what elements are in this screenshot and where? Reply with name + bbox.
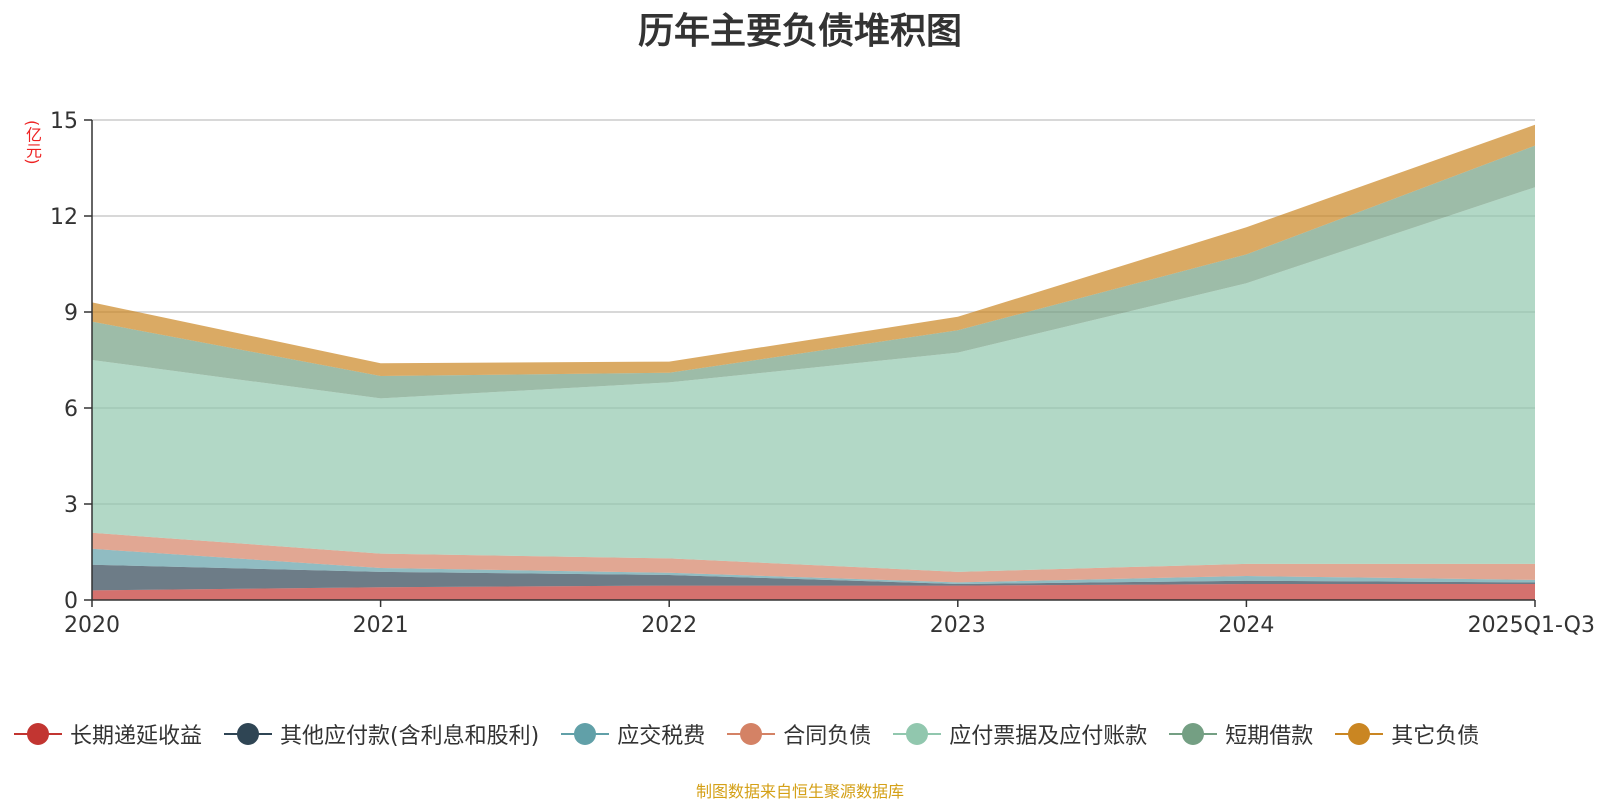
legend-item[interactable]: 合同负债 [727, 718, 871, 750]
x-tick-label: 2022 [641, 613, 697, 638]
axes [84, 119, 1536, 607]
legend-label: 其它负债 [1391, 724, 1480, 749]
x-tick-label: 2021 [353, 613, 409, 638]
series-area-2 [92, 548, 1535, 584]
series-area-1 [92, 564, 1535, 591]
legend-marker-icon [14, 723, 62, 745]
x-tick-label: 2023 [930, 613, 986, 638]
series-area-4 [92, 187, 1535, 572]
x-tick-label: 2020 [64, 613, 120, 638]
stacked-areas [92, 124, 1535, 600]
legend-label: 应付票据及应付账款 [949, 724, 1148, 749]
legend-label: 合同负债 [783, 724, 872, 749]
y-tick-label: 3 [64, 493, 78, 518]
legend-item[interactable]: 其它负债 [1335, 718, 1479, 750]
x-tick-labels: 2020 2021 2022 2023 2024 2025Q1-Q3 [64, 613, 1595, 638]
y-axis-unit: (亿元) [23, 120, 42, 165]
legend-item[interactable]: 应交税费 [561, 718, 705, 750]
legend-item[interactable]: 短期借款 [1169, 718, 1313, 750]
y-tick-label: 6 [64, 397, 78, 422]
legend: 长期递延收益 其他应付款(含利息和股利) 应交税费 合同负债 应付票据及应付账款 短期借款… [14, 716, 1501, 752]
y-tick-label: 9 [64, 301, 78, 326]
legend-label: 长期递延收益 [70, 724, 203, 749]
legend-label: 短期借款 [1225, 724, 1314, 749]
y-tick-labels: 0 3 6 9 12 15 [50, 109, 78, 614]
source-note: 制图数据来自恒生聚源数据库 [695, 782, 904, 801]
legend-label: 其他应付款(含利息和股利) [280, 724, 540, 749]
series-area-6 [92, 124, 1535, 376]
series-area-3 [92, 532, 1535, 583]
legend-label: 应交税费 [617, 724, 706, 749]
legend-item[interactable]: 其他应付款(含利息和股利) [224, 718, 539, 750]
legend-marker-icon [1169, 723, 1218, 745]
legend-marker-icon [1335, 723, 1384, 745]
y-tick-label: 15 [50, 109, 78, 134]
x-tick-label: 2025Q1-Q3 [1468, 613, 1595, 638]
legend-marker-icon [893, 723, 942, 745]
series-area-5 [92, 145, 1535, 399]
legend-marker-icon [727, 723, 776, 745]
y-tick-label: 12 [50, 205, 78, 230]
legend-item[interactable]: 长期递延收益 [14, 718, 202, 750]
y-tick-label: 0 [64, 589, 78, 614]
series-area-0 [92, 584, 1535, 600]
chart-title: 历年主要负债堆积图 [637, 11, 962, 52]
legend-marker-icon [561, 723, 610, 745]
legend-marker-icon [224, 723, 273, 745]
x-tick-label: 2024 [1218, 613, 1274, 638]
legend-item[interactable]: 应付票据及应付账款 [893, 718, 1147, 750]
